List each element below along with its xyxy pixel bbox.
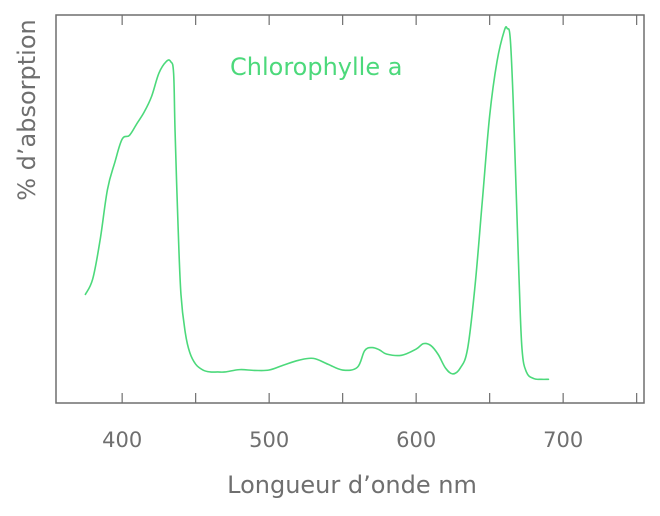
- x-tick-label-400: 400: [102, 428, 142, 452]
- chlorophyll-a-line: [84, 25, 550, 381]
- y-axis-title: % d’absorption: [13, 19, 41, 201]
- plot-frame: [55, 14, 645, 404]
- x-tick-labels: 400 500 600 700: [102, 428, 583, 452]
- x-tick-label-600: 600: [396, 428, 436, 452]
- x-axis-title: Longueur d’onde nm: [227, 471, 477, 499]
- x-tick-label-500: 500: [249, 428, 289, 452]
- x-ticks: [121, 15, 638, 403]
- x-tick-label-700: 700: [543, 428, 583, 452]
- series-label: Chlorophylle a: [230, 53, 402, 81]
